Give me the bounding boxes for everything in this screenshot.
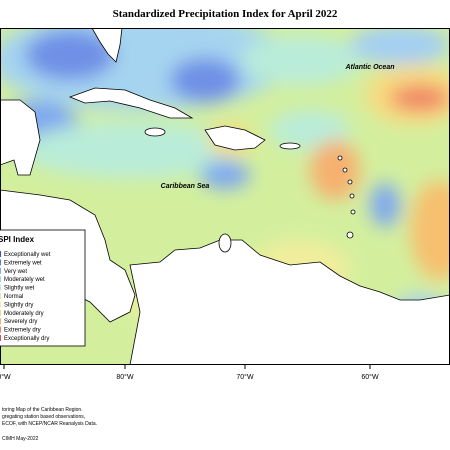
footer: toring Map of the Caribbean Region.grega…	[2, 407, 97, 442]
legend-label: Slightly wet	[4, 286, 35, 292]
title: Standardized Precipitation Index for Apr…	[113, 8, 338, 20]
legend-swatch	[0, 318, 1, 325]
axis-label: 0°W	[0, 373, 11, 381]
axis-label: 60°W	[361, 373, 379, 381]
legend-swatch	[0, 276, 1, 283]
footer-text: gregating station based observations,	[2, 414, 85, 420]
longitude-axis: 0°W 80°W 70°W 60°W	[0, 365, 379, 381]
footer-text: toring Map of the Caribbean Region.	[2, 407, 83, 413]
legend-label: Extremely dry	[4, 328, 41, 334]
legend-label: Very wet	[4, 269, 27, 275]
ocean-label: Atlantic Ocean	[344, 64, 394, 71]
legend-swatch	[0, 259, 1, 266]
legend-label: Severely dry	[4, 319, 37, 325]
legend-swatch	[0, 284, 1, 291]
legend-label: Slightly dry	[4, 302, 33, 308]
legend-label: Exceptionally wet	[4, 252, 51, 258]
legend-label: Extremely wet	[4, 260, 42, 266]
legend-label: Moderately dry	[4, 311, 44, 317]
legend-label: Exceptionally dry	[4, 336, 49, 342]
legend-swatch	[0, 326, 1, 333]
legend-label: Moderately wet	[4, 277, 45, 283]
legend-label: Normal	[4, 294, 23, 300]
map: Atlantic Ocean Caribbean Sea	[0, 28, 450, 365]
footer-text: CIMH May-2022	[2, 436, 39, 442]
footer-text: ECOF, with NCEP/NCAR Reanalysis Data.	[2, 421, 97, 427]
legend-swatch	[0, 267, 1, 274]
legend-swatch	[0, 293, 1, 299]
axis-label: 70°W	[236, 373, 254, 381]
sea-label: Caribbean Sea	[161, 183, 210, 190]
land	[0, 28, 450, 365]
legend-swatch	[0, 251, 1, 257]
legend-swatch	[0, 335, 1, 341]
legend-swatch	[0, 301, 1, 308]
legend: SPI Index Exceptionally wet Extremely wet…	[0, 229, 86, 347]
legend-swatch	[0, 309, 1, 316]
legend-title: SPI Index	[0, 235, 35, 244]
axis-label: 80°W	[116, 373, 134, 381]
